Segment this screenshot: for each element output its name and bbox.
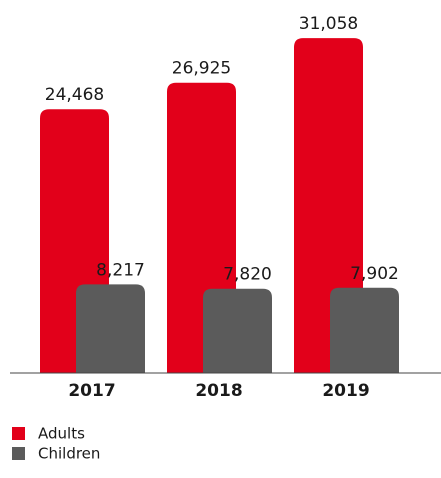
value-label: 8,217 [96,260,145,280]
value-label: 31,058 [299,14,358,34]
x-tick-label: 2018 [195,381,242,401]
value-label: 7,820 [223,265,272,285]
bar [330,287,399,373]
x-tick-label: 2017 [68,381,115,401]
value-label: 26,925 [172,59,231,79]
value-label: 24,468 [45,85,104,105]
legend-label: Children [38,445,100,463]
bar [203,288,272,373]
legend-swatch [12,427,25,440]
value-label: 7,902 [350,264,399,284]
bar [76,284,145,373]
x-tick-label: 2019 [322,381,369,401]
legend-label: Adults [38,425,85,443]
legend-swatch [12,447,25,460]
